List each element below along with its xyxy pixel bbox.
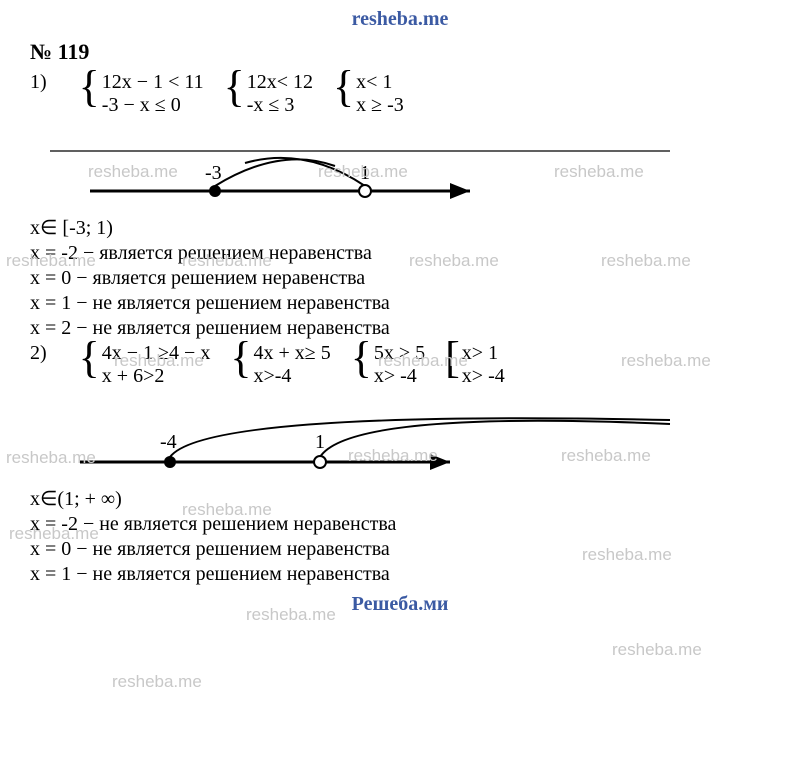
check-2c: x = 1 − не является решением неравенства	[30, 562, 770, 586]
watermark: resheba.me	[112, 672, 202, 692]
number-line-1: -3 1	[30, 121, 770, 212]
system-2b: {4x + x≥ 5x>-4	[230, 342, 330, 388]
eq: 12x − 1 < 11	[102, 71, 204, 94]
interval-1: x∈ [-3; 1)	[30, 216, 770, 240]
header-site: resheba.me	[0, 0, 800, 39]
interval-2: x∈(1; + ∞)	[30, 487, 770, 511]
eq: -x ≤ 3	[247, 94, 313, 117]
solution-content: № 119 1) {12x − 1 < 11-3 − x ≤ 0 {12x< 1…	[0, 39, 800, 586]
subproblem-1-label: 1)	[30, 71, 47, 94]
system-2a: {4x − 1 ≥4 − xx + 6>2	[79, 342, 211, 388]
number-line-2: -4 1	[30, 392, 770, 483]
eq: 12x< 12	[247, 71, 313, 94]
system-1b: {12x< 12-x ≤ 3	[224, 71, 313, 117]
problem-2-systems: 2) {4x − 1 ≥4 − xx + 6>2 {4x + x≥ 5x>-4 …	[30, 342, 770, 388]
problem-1-systems: 1) {12x − 1 < 11-3 − x ≤ 0 {12x< 12-x ≤ …	[30, 71, 770, 117]
eq: x> -4	[374, 365, 425, 388]
problem-number: № 119	[30, 39, 770, 65]
eq: x< 1	[356, 71, 404, 94]
eq: x> 1	[462, 342, 505, 365]
eq: x>-4	[253, 365, 330, 388]
eq: x ≥ -3	[356, 94, 404, 117]
label-left: -3	[205, 162, 222, 184]
eq: -3 − x ≤ 0	[102, 94, 204, 117]
system-2c: {5x > 5x> -4	[351, 342, 425, 388]
footer-site: Решеба.ми	[0, 587, 800, 622]
label-right: 1	[315, 431, 325, 453]
check-1a: x = -2 − является решением неравенства	[30, 241, 770, 265]
check-2b: x = 0 − не является решением неравенства	[30, 537, 770, 561]
eq: 4x − 1 ≥4 − x	[102, 342, 211, 365]
eq: 5x > 5	[374, 342, 425, 365]
check-1d: x = 2 − не является решением неравенства	[30, 316, 770, 340]
system-1c: {x< 1x ≥ -3	[333, 71, 404, 117]
eq: 4x + x≥ 5	[253, 342, 330, 365]
label-left: -4	[160, 431, 177, 453]
check-1c: x = 1 − не является решением неравенства	[30, 291, 770, 315]
check-1b: x = 0 − является решением неравенства	[30, 266, 770, 290]
system-1a: {12x − 1 < 11-3 − x ≤ 0	[79, 71, 204, 117]
eq: x> -4	[462, 365, 505, 388]
check-2a: x = -2 − не является решением неравенств…	[30, 512, 770, 536]
system-2d: [x> 1x> -4	[445, 342, 505, 388]
eq: x + 6>2	[102, 365, 211, 388]
label-right: 1	[360, 162, 370, 184]
watermark: resheba.me	[612, 640, 702, 660]
subproblem-2-label: 2)	[30, 342, 47, 365]
